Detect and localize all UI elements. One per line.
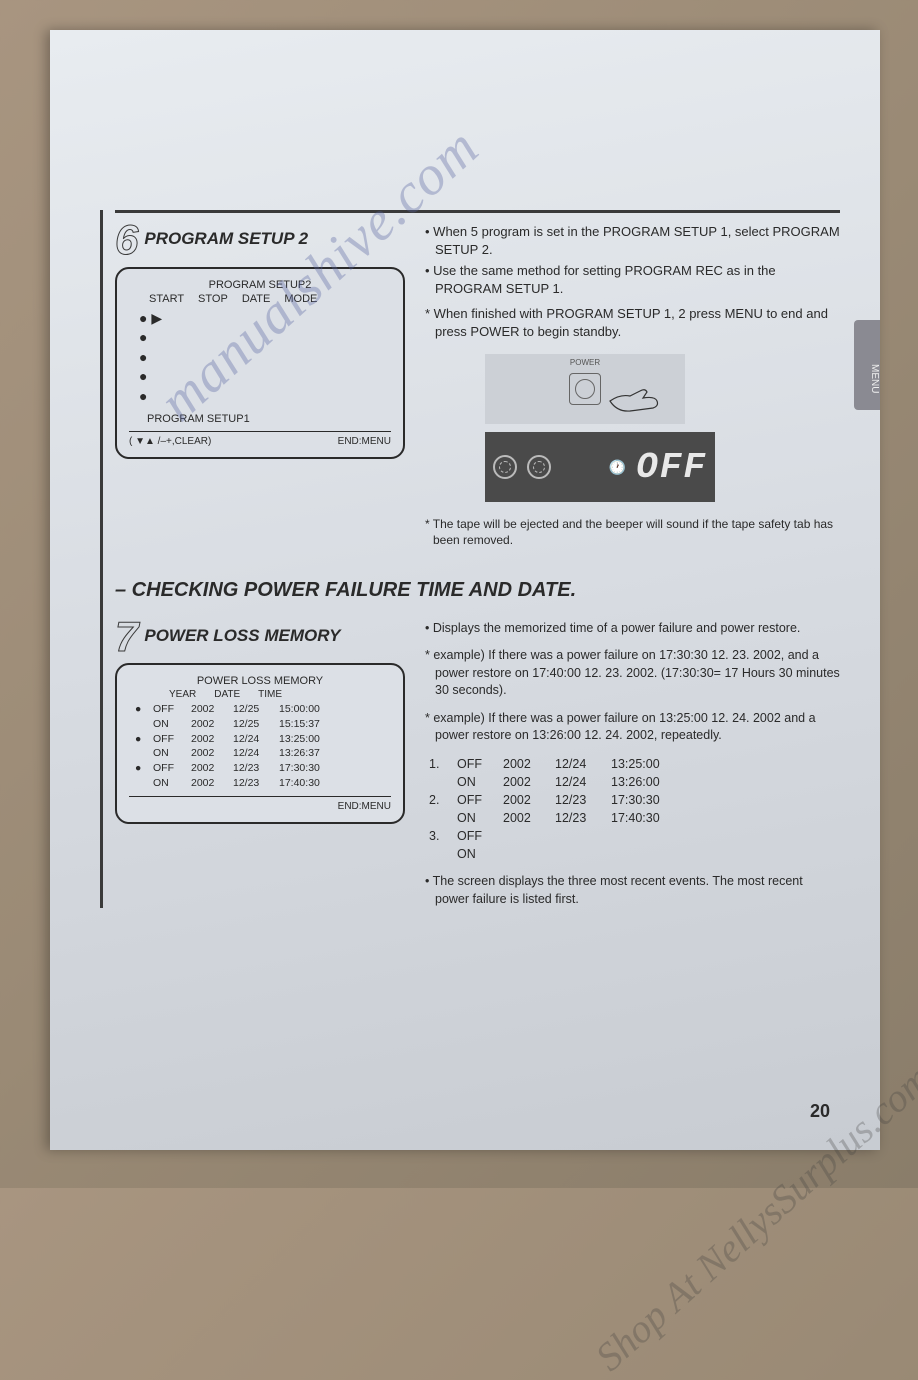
step-number-6: 6 <box>115 223 138 257</box>
example-row: 3.OFF <box>429 827 840 845</box>
col-start: START <box>149 293 184 305</box>
reel-icon-right <box>527 455 551 479</box>
manual-page: MENU 6 PROGRAM SETUP 2 PROGRAM SETUP2 ST… <box>50 30 880 1150</box>
hand-icon <box>605 376 665 416</box>
clock-icon: 🕐 <box>609 459 626 476</box>
example-row: ON <box>429 845 840 863</box>
power-label: POWER <box>570 358 600 367</box>
screen-dots: ● ▶ ● ● ● ● <box>129 309 391 407</box>
screen-program-setup2: PROGRAM SETUP2 START STOP DATE MODE ● ▶ … <box>115 267 405 459</box>
example-1: * example) If there was a power failure … <box>425 647 840 700</box>
screen-columns: START STOP DATE MODE <box>129 293 391 305</box>
screen-link-setup1: PROGRAM SETUP1 <box>129 413 391 425</box>
plm-row: ON200212/2515:15:37 <box>129 717 391 732</box>
screen-power-loss-memory: POWER LOSS MEMORY YEAR DATE TIME ●OFF200… <box>115 663 405 824</box>
side-tab-menu: MENU <box>854 320 880 410</box>
content-frame: 6 PROGRAM SETUP 2 PROGRAM SETUP2 START S… <box>100 210 840 908</box>
col-date: DATE <box>214 689 240 700</box>
col-time: TIME <box>258 689 282 700</box>
example-2: * example) If there was a power failure … <box>425 710 840 745</box>
section-heading-power-failure: – CHECKING POWER FAILURE TIME AND DATE. <box>115 579 840 602</box>
plm-header: YEAR DATE TIME <box>129 689 391 700</box>
intro-text: • Displays the memorized time of a power… <box>425 620 840 638</box>
power-button-icon <box>569 373 601 405</box>
col-year: YEAR <box>169 689 196 700</box>
footer-left: ( ▼▲ /–+,CLEAR) <box>129 436 211 447</box>
power-button-diagram: POWER <box>485 354 685 424</box>
footer-right: END:MENU <box>338 436 391 447</box>
plm-row: ●OFF200212/2413:25:00 <box>129 732 391 747</box>
example-list: 1.OFF200212/2413:25:00ON200212/2413:26:0… <box>425 755 840 864</box>
plm-title: POWER LOSS MEMORY <box>129 675 391 687</box>
top-divider <box>115 210 840 213</box>
example-row: ON200212/2413:26:00 <box>429 773 840 791</box>
step6-bullets: • When 5 program is set in the PROGRAM S… <box>425 223 840 340</box>
plm-row: ●OFF200212/2317:30:30 <box>129 761 391 776</box>
step-7: 7 POWER LOSS MEMORY POWER LOSS MEMORY YE… <box>115 620 840 909</box>
example-row: ON200212/2317:40:30 <box>429 809 840 827</box>
bullet-1: • When 5 program is set in the PROGRAM S… <box>425 223 840 258</box>
step-number-7: 7 <box>115 620 138 654</box>
display-off-text: OFF <box>636 447 707 488</box>
page-number: 20 <box>810 1101 830 1122</box>
screen-title: PROGRAM SETUP2 <box>129 279 391 291</box>
bullet-2: • Use the same method for setting PROGRA… <box>425 262 840 297</box>
plm-rows: ●OFF200212/2515:00:00ON200212/2515:15:37… <box>129 702 391 790</box>
step-title-7: POWER LOSS MEMORY <box>144 620 340 646</box>
final-note: • The screen displays the three most rec… <box>425 873 840 908</box>
vcr-display: 🕐 OFF <box>485 432 715 502</box>
plm-row: ●OFF200212/2515:00:00 <box>129 702 391 717</box>
example-row: 2.OFF200212/2317:30:30 <box>429 791 840 809</box>
col-date: DATE <box>242 293 271 305</box>
step-title-6: PROGRAM SETUP 2 <box>144 223 308 249</box>
star-note: * When finished with PROGRAM SETUP 1, 2 … <box>425 305 840 340</box>
col-mode: MODE <box>284 293 317 305</box>
reel-icon-left <box>493 455 517 479</box>
watermark-nellyssurplus: Shop At NellysSurplus.com <box>586 1055 918 1380</box>
step-6: 6 PROGRAM SETUP 2 PROGRAM SETUP2 START S… <box>115 223 840 549</box>
plm-row: ON200212/2317:40:30 <box>129 776 391 791</box>
plm-row: ON200212/2413:26:37 <box>129 746 391 761</box>
col-stop: STOP <box>198 293 228 305</box>
tape-eject-note: * The tape will be ejected and the beepe… <box>425 516 840 548</box>
example-row: 1.OFF200212/2413:25:00 <box>429 755 840 773</box>
plm-footer: END:MENU <box>338 801 391 812</box>
